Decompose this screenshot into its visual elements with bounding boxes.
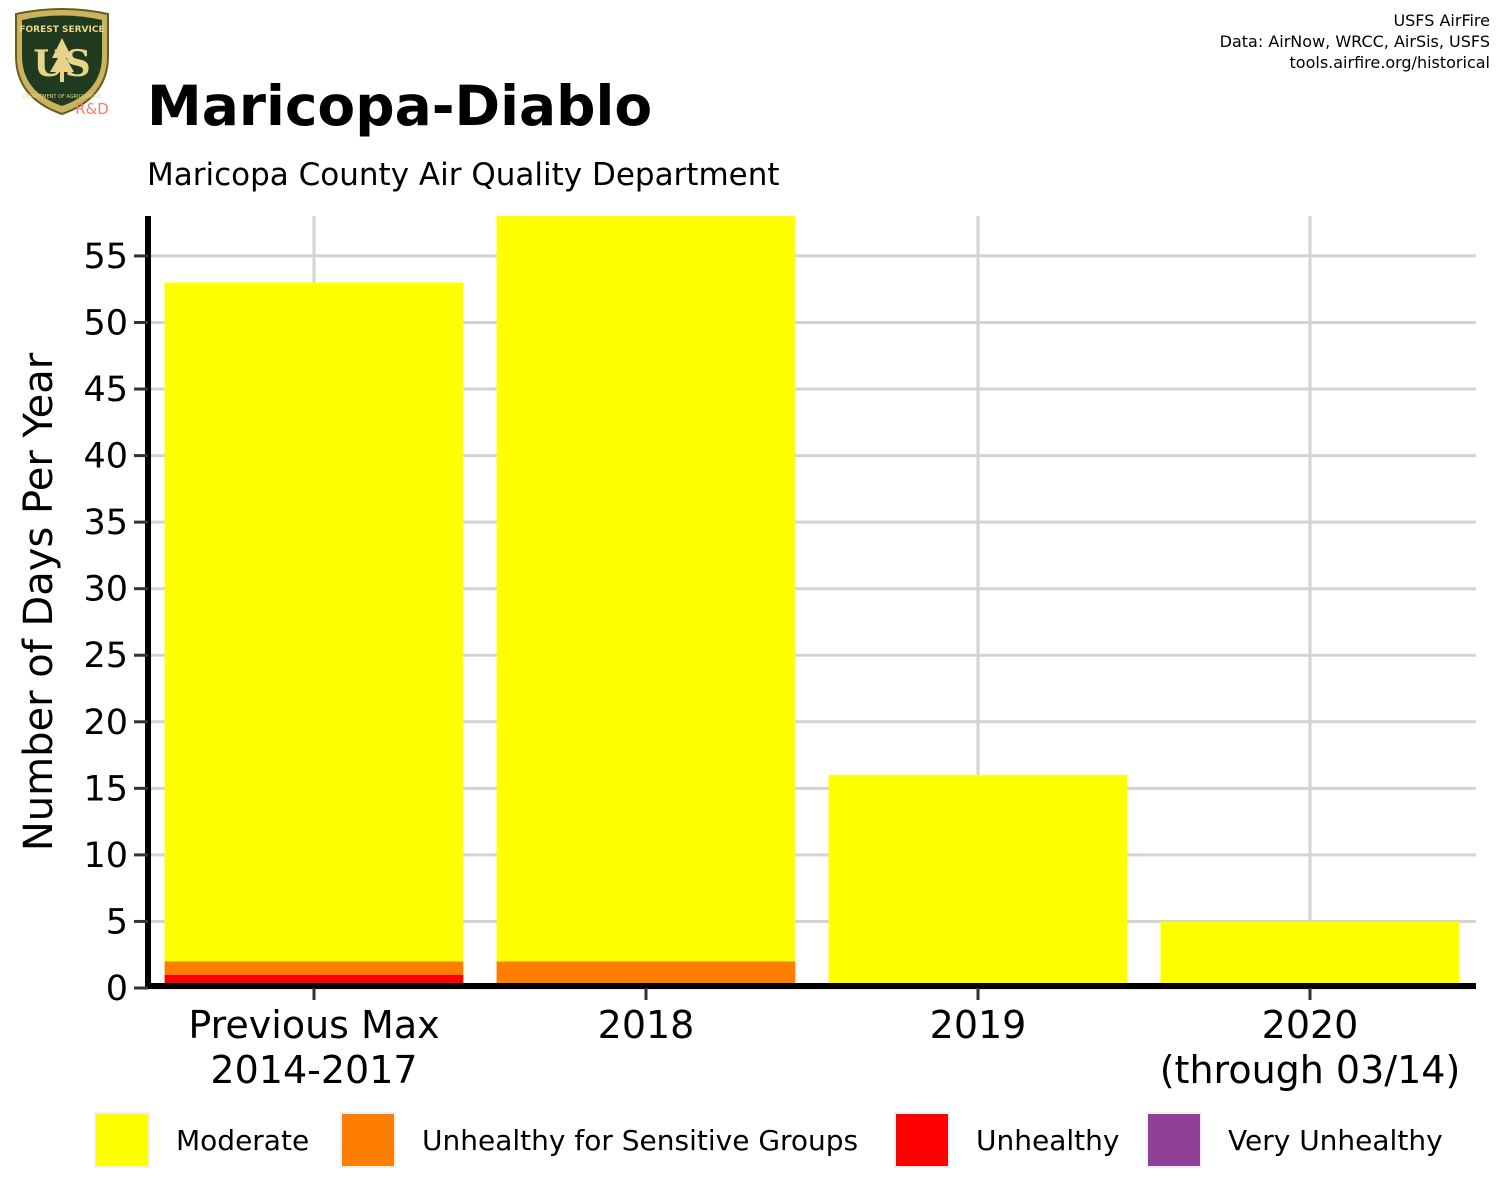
y-tick-label: 35 [83,503,128,543]
credit-line: tools.airfire.org/historical [1289,53,1490,72]
x-tick-label: (through 03/14) [1160,1048,1461,1092]
y-tick-label: 30 [83,570,128,610]
x-tick-label: 2014-2017 [210,1048,417,1092]
legend: Moderate Unhealthy for Sensitive Groups … [0,1110,1500,1170]
bar-segment [164,961,464,975]
usfs-shield-logo: FOREST SERVICE US DEPARTMENT OF AGRICULT… [15,8,109,118]
credits: USFS AirFire Data: AirNow, WRCC, AirSis,… [1220,10,1490,73]
x-tick-label: 2019 [930,1003,1027,1047]
legend-swatch [1146,1112,1202,1168]
y-tick-label: 15 [83,769,128,809]
legend-swatch [340,1112,396,1168]
x-tick-label: Previous Max [188,1003,439,1047]
bar-segment [1160,921,1460,988]
x-tick-label: 2018 [598,1003,695,1047]
credit-line: Data: AirNow, WRCC, AirSis, USFS [1219,32,1490,51]
chart-subtitle: Maricopa County Air Quality Department [147,157,780,193]
legend-label: Unhealthy [976,1124,1120,1157]
y-tick-label: 50 [83,303,128,343]
logo-top-text: FOREST SERVICE [19,25,104,35]
bar-segment [164,282,464,962]
bar-segment [496,216,796,962]
y-tick-label: 40 [83,437,128,477]
bar-segment [828,775,1128,988]
credit-line: USFS AirFire [1393,11,1490,30]
y-tick-label: 20 [83,703,128,743]
logo-rd-tag: R&D [75,100,109,118]
y-tick-label: 55 [83,237,128,277]
x-tick-label: 2020 [1262,1003,1359,1047]
legend-swatch [894,1112,950,1168]
legend-label: Moderate [176,1124,310,1157]
y-tick-label: 5 [106,902,128,942]
legend-label: Very Unhealthy [1228,1124,1443,1157]
y-tick-label: 25 [83,636,128,676]
y-tick-label: 0 [106,969,128,1009]
y-tick-label: 45 [83,370,128,410]
chart-title: Maricopa-Diablo [147,74,653,138]
legend-swatch [94,1112,150,1168]
legend-label: Unhealthy for Sensitive Groups [422,1124,859,1157]
logo-bottom-text: DEPARTMENT OF AGRICULTURE [23,94,101,100]
bar-chart: 0 5 10 15 20 25 30 35 40 45 50 55 Previous Max2014-2… [16,216,1476,1092]
y-axis-label: Number of Days Per Year [16,352,62,851]
y-tick-label: 10 [83,836,128,876]
